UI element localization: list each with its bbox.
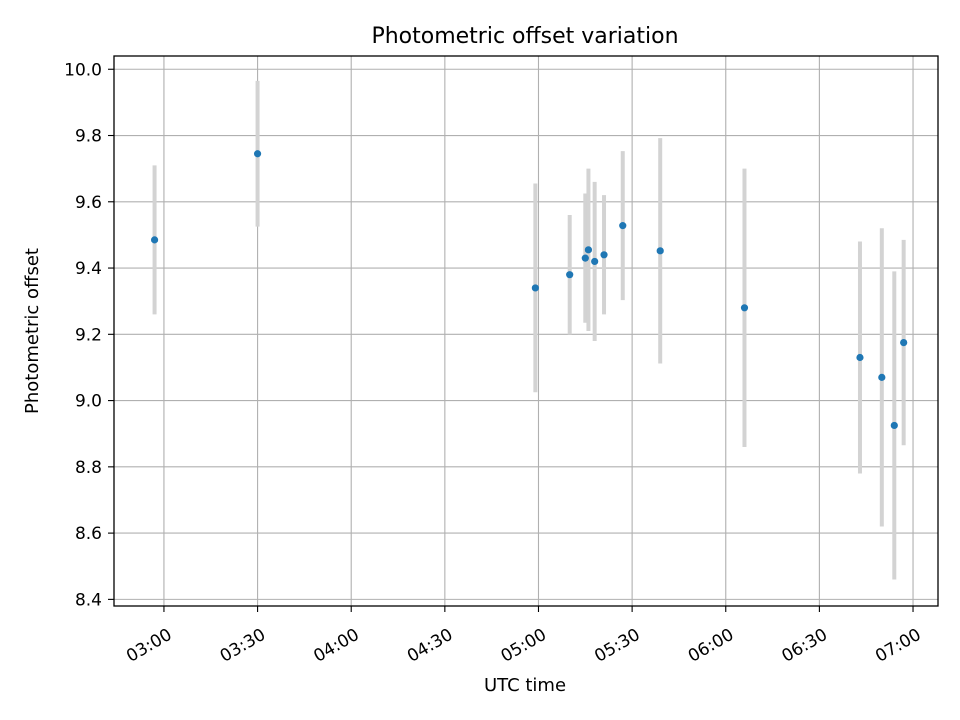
y-tick-label: 8.4 — [75, 590, 102, 610]
data-point — [582, 255, 589, 262]
y-tick-label: 9.8 — [75, 127, 102, 147]
y-tick-label: 9.4 — [75, 259, 102, 279]
y-tick-label: 8.6 — [75, 524, 102, 544]
data-point — [619, 222, 626, 229]
data-point — [566, 271, 573, 278]
chart-title: Photometric offset variation — [371, 24, 678, 49]
y-tick-label: 10.0 — [64, 60, 102, 80]
y-tick-label: 9.0 — [75, 392, 102, 412]
data-point — [878, 374, 885, 381]
data-point — [151, 236, 158, 243]
data-point — [900, 339, 907, 346]
y-tick-label: 9.6 — [75, 193, 102, 213]
data-point — [591, 258, 598, 265]
y-tick-label: 8.8 — [75, 458, 102, 478]
data-point — [600, 251, 607, 258]
data-point — [585, 246, 592, 253]
data-point — [254, 150, 261, 157]
y-tick-label: 9.2 — [75, 325, 102, 345]
data-point — [741, 304, 748, 311]
data-point — [532, 284, 539, 291]
x-axis-label: UTC time — [484, 675, 566, 696]
data-point — [856, 354, 863, 361]
y-axis-label: Photometric offset — [22, 248, 43, 414]
data-point — [657, 247, 664, 254]
data-point — [891, 422, 898, 429]
